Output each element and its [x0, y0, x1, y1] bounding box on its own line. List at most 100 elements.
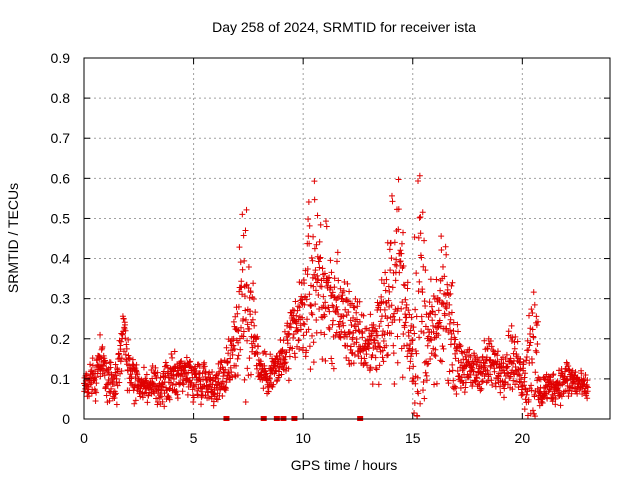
- data-point: [488, 377, 495, 384]
- data-point: [317, 329, 324, 336]
- data-point: [353, 336, 360, 343]
- data-point: [234, 326, 241, 333]
- data-point: [113, 375, 120, 382]
- data-point: [123, 345, 130, 352]
- data-point: [214, 396, 221, 403]
- x-axis-label: GPS time / hours: [291, 457, 398, 473]
- data-point: [530, 289, 537, 296]
- data-point: [532, 413, 539, 420]
- data-point: [285, 365, 292, 372]
- data-point: [443, 251, 450, 258]
- y-tick-label: 0.9: [51, 50, 71, 66]
- data-point: [192, 371, 199, 378]
- data-point: [450, 377, 457, 384]
- data-point: [417, 400, 424, 407]
- data-point: [292, 298, 299, 305]
- data-point: [327, 257, 334, 264]
- data-point: [112, 369, 119, 376]
- data-point: [237, 346, 244, 353]
- data-point: [309, 332, 316, 339]
- data-point: [316, 264, 323, 271]
- data-point: [92, 374, 99, 381]
- data-point: [529, 407, 536, 414]
- data-point: [367, 311, 374, 318]
- data-point: [431, 296, 438, 303]
- data-point: [281, 360, 288, 367]
- data-point: [459, 367, 466, 374]
- y-tick-label: 0.3: [51, 291, 71, 307]
- data-point: [578, 370, 585, 377]
- data-point: [228, 369, 235, 376]
- data-point: [494, 348, 501, 355]
- data-point: [406, 365, 413, 372]
- data-point: [505, 328, 512, 335]
- data-point: [420, 263, 427, 270]
- data-point: [289, 345, 296, 352]
- data-point: [310, 233, 317, 240]
- data-point: [425, 326, 432, 333]
- data-point: [531, 393, 538, 400]
- data-point: [356, 298, 363, 305]
- data-point: [296, 304, 303, 311]
- data-point: [221, 384, 228, 391]
- data-point: [369, 324, 376, 331]
- data-point: [380, 328, 387, 335]
- data-point: [186, 359, 193, 366]
- data-point: [353, 309, 360, 316]
- data-point: [245, 264, 252, 271]
- data-point: [444, 377, 451, 384]
- plot-frame: [83, 57, 611, 420]
- data-point: [293, 312, 300, 319]
- data-point: [424, 361, 431, 368]
- data-point: [190, 394, 197, 401]
- data-point: [401, 282, 408, 289]
- data-point: [388, 255, 395, 262]
- data-point: [395, 206, 402, 213]
- data-point: [410, 324, 417, 331]
- data-point: [446, 301, 453, 308]
- data-point: [405, 333, 412, 340]
- data-point: [306, 343, 313, 350]
- data-point: [415, 178, 422, 185]
- data-point: [311, 196, 318, 203]
- data-point: [328, 269, 335, 276]
- data-point: [403, 301, 410, 308]
- data-point: [391, 380, 398, 387]
- data-point: [89, 355, 96, 362]
- data-point: [348, 300, 355, 307]
- data-point: [132, 397, 139, 404]
- data-point: [583, 383, 590, 390]
- data-point: [411, 330, 418, 337]
- data-point: [433, 276, 440, 283]
- data-point: [249, 316, 256, 323]
- data-point: [394, 359, 401, 366]
- data-point: [398, 240, 405, 247]
- data-point: [334, 306, 341, 313]
- data-point: [166, 396, 173, 403]
- data-point: [523, 353, 530, 360]
- data-point: [422, 369, 429, 376]
- data-point: [308, 302, 315, 309]
- data-point: [223, 379, 230, 386]
- data-point: [407, 353, 414, 360]
- data-point: [458, 359, 465, 366]
- data-point: [564, 377, 571, 384]
- data-point: [453, 391, 460, 398]
- data-point: [348, 349, 355, 356]
- data-point: [331, 284, 338, 291]
- data-point: [494, 352, 501, 359]
- data-point: [93, 357, 100, 364]
- data-point: [250, 280, 257, 287]
- data-point: [230, 318, 237, 325]
- data-point: [396, 269, 403, 276]
- data-point: [382, 287, 389, 294]
- data-point: [158, 393, 165, 400]
- grid-lines: [84, 58, 610, 419]
- data-point: [190, 382, 197, 389]
- data-point: [89, 370, 96, 377]
- y-tick-label: 0.6: [51, 170, 71, 186]
- data-point: [243, 206, 250, 213]
- data-point: [99, 343, 106, 350]
- data-point: [162, 359, 169, 366]
- data-point: [527, 331, 534, 338]
